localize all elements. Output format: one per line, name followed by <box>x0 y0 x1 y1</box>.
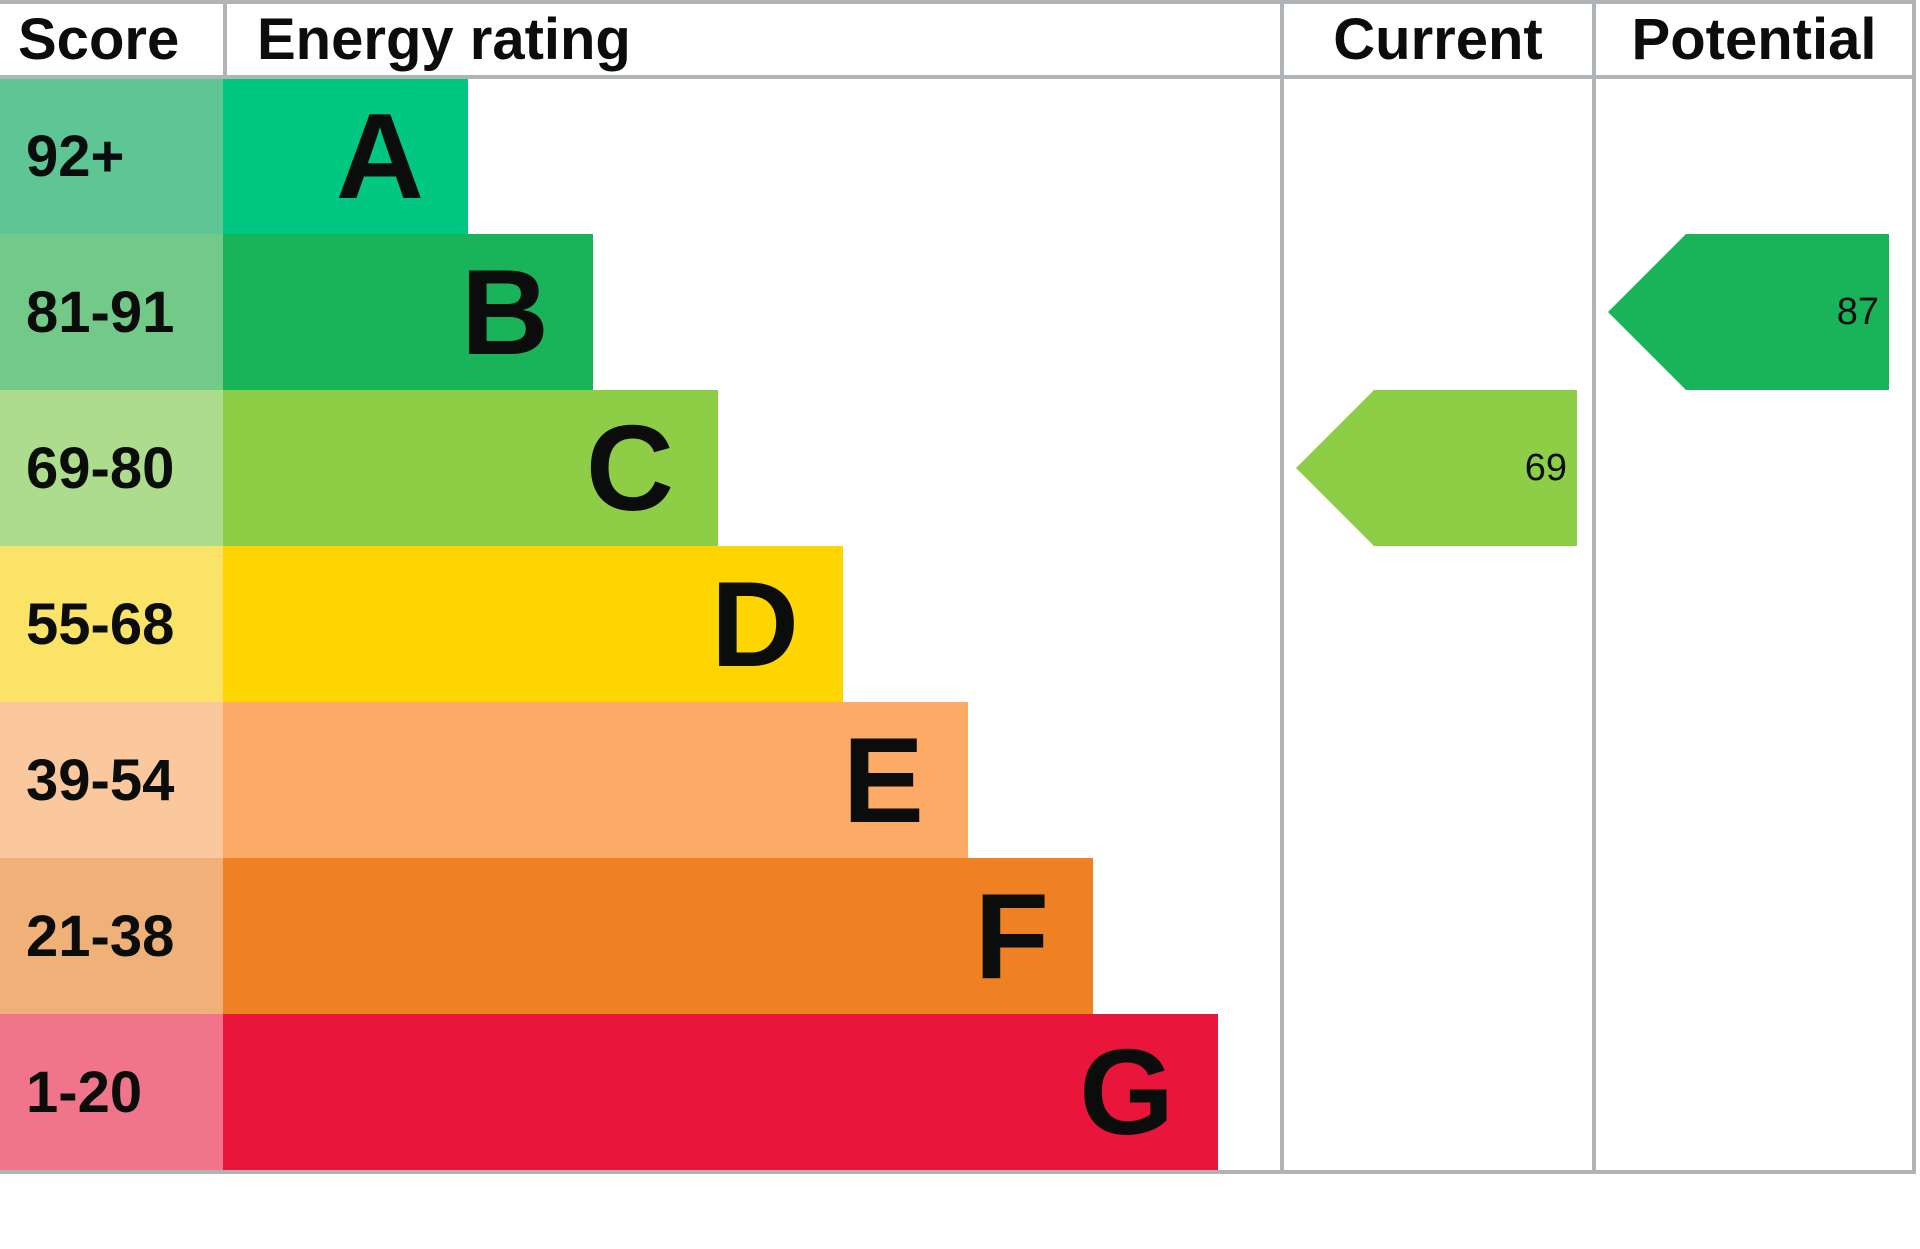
header-bottom-border <box>0 75 1916 79</box>
band-row-g: 1-20 G <box>0 1014 1218 1170</box>
band-row-a: 92+ A <box>0 78 468 234</box>
potential-rating-value: 87 <box>1836 290 1879 333</box>
current-column-divider <box>1280 0 1284 1174</box>
column-header-potential: Potential <box>1631 7 1877 72</box>
current-rating-arrow-icon: 69 <box>1296 390 1577 546</box>
rating-letter: B <box>460 244 549 380</box>
rating-letter: C <box>585 400 674 536</box>
column-header-energy-rating: Energy rating <box>257 7 631 72</box>
score-range-cell: 21-38 <box>0 858 223 1014</box>
score-range-cell: 92+ <box>0 78 223 234</box>
rating-bar-b: B <box>223 234 593 390</box>
score-range-cell: 81-91 <box>0 234 223 390</box>
band-row-c: 69-80 C <box>0 390 718 546</box>
band-row-f: 21-38 F <box>0 858 1093 1014</box>
table-border-top <box>0 0 1916 4</box>
column-header-current: Current <box>1333 7 1543 72</box>
table-border-bottom <box>0 1170 1916 1174</box>
rating-bar-e: E <box>223 702 968 858</box>
potential-column-divider <box>1592 0 1596 1174</box>
potential-rating-arrow-icon: 87 <box>1608 234 1889 390</box>
rating-letter: F <box>974 868 1049 1004</box>
score-column-divider <box>223 0 227 79</box>
rating-bar-f: F <box>223 858 1093 1014</box>
score-range-cell: 69-80 <box>0 390 223 546</box>
column-header-score: Score <box>18 7 180 72</box>
rating-bar-a: A <box>223 78 468 234</box>
rating-bar-g: G <box>223 1014 1218 1170</box>
rating-letter: G <box>1079 1024 1174 1160</box>
score-range-cell: 55-68 <box>0 546 223 702</box>
band-row-d: 55-68 D <box>0 546 843 702</box>
band-row-e: 39-54 E <box>0 702 968 858</box>
rating-bar-c: C <box>223 390 718 546</box>
band-row-b: 81-91 B <box>0 234 593 390</box>
rating-letter: D <box>710 556 799 692</box>
rating-bar-d: D <box>223 546 843 702</box>
score-range-cell: 1-20 <box>0 1014 223 1170</box>
rating-letter: A <box>335 88 424 224</box>
table-border-right <box>1912 0 1916 1174</box>
rating-letter: E <box>842 712 924 848</box>
current-rating-value: 69 <box>1524 446 1567 489</box>
score-range-cell: 39-54 <box>0 702 223 858</box>
